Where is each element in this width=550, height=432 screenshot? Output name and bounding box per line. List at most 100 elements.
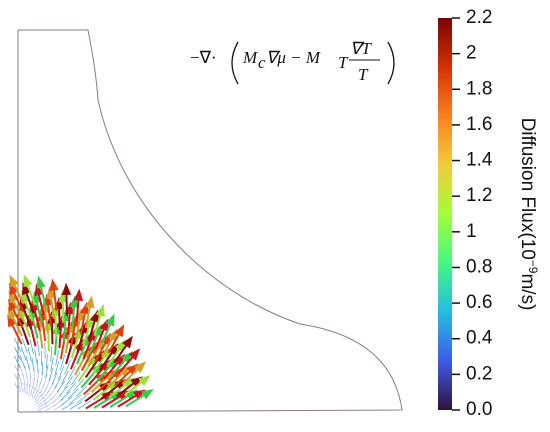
flux-arrow-head [32, 291, 42, 305]
formula: −∇· M c ∇μ − M T ∇T T [190, 39, 395, 85]
flux-arrow-shaft [69, 401, 83, 410]
flux-arrow-shaft [47, 381, 55, 393]
flux-arrow-shaft [37, 405, 48, 412]
flux-arrow-shaft [45, 364, 49, 378]
flux-arrow-shaft [55, 350, 59, 366]
tick-label: 0.8 [466, 256, 492, 277]
flux-arrow-head [114, 324, 125, 338]
label-text: Diffusion Flux(10 [517, 118, 538, 260]
flux-arrow-head [43, 293, 53, 307]
flux-arrow-shaft [66, 382, 77, 394]
flux-arrow-shaft [60, 354, 66, 370]
formula-num: ∇T [350, 39, 372, 58]
flux-arrow-shaft [21, 338, 28, 353]
flux-arrow-head [46, 285, 56, 299]
flux-arrow-shaft [14, 337, 22, 353]
flux-arrow-shaft [61, 396, 73, 406]
flux-arrow-shaft [53, 403, 65, 411]
formula-sub: c [258, 53, 266, 72]
flux-arrow-shaft [77, 392, 90, 403]
flux-arrow-head [34, 283, 44, 297]
flux-arrow-shaft [36, 396, 44, 406]
tick-label: 0.6 [466, 292, 492, 313]
flux-arrow-shaft [58, 385, 69, 397]
flux-arrow-shaft [14, 364, 21, 377]
flux-arrow-shaft [29, 338, 34, 355]
flux-arrow-shaft [52, 393, 63, 403]
flux-arrow-shaft [31, 357, 35, 371]
flux-arrow-shaft [30, 386, 33, 397]
flux-arrow-shaft [27, 347, 32, 362]
paren [387, 41, 395, 85]
flux-arrow-head [9, 274, 19, 288]
flux-arrow-head [134, 361, 147, 374]
flux-arrow-shaft [53, 398, 64, 407]
flux-arrow-shaft [28, 365, 32, 379]
flux-arrow-shaft [69, 394, 82, 405]
flux-arrow-shaft [48, 367, 54, 381]
flux-arrow-shaft [67, 388, 79, 399]
flux-arrow-shaft [28, 384, 31, 396]
flux-arrow-shaft [73, 378, 85, 391]
flux-arrow-shaft [49, 385, 58, 396]
flux-arrow-head [85, 295, 95, 309]
flux-arrow-shaft [23, 382, 26, 394]
flux-arrow-shaft [19, 364, 24, 377]
flux-arrow-shaft [51, 371, 58, 385]
flux-arrow-shaft [64, 376, 73, 389]
flux-arrow-shaft [75, 385, 88, 397]
flux-arrow-head [105, 313, 115, 327]
flux-arrow-shaft [54, 361, 60, 376]
formula-sub: T [338, 53, 349, 72]
flux-arrow-shaft [20, 346, 27, 361]
flux-arrow-shaft [37, 399, 46, 408]
tick-label: 1.4 [466, 150, 493, 171]
flux-arrow-shaft [45, 353, 48, 369]
flux-arrow-shaft [56, 380, 66, 393]
flux-arrow-head [61, 282, 72, 296]
flux-arrow-shaft [61, 370, 69, 384]
flux-arrow-shaft [68, 365, 76, 380]
tick-label: 2.2 [466, 7, 492, 28]
flux-arrow-head [95, 303, 105, 317]
flux-arrow-head [36, 275, 46, 289]
flux-arrow-shaft [77, 400, 92, 410]
flux-arrow-shaft [14, 373, 20, 385]
flux-arrow-shaft [35, 394, 43, 404]
flux-arrow-shaft [14, 382, 20, 393]
flux-arrow-head [58, 289, 68, 303]
flux-arrow-shaft [17, 382, 22, 393]
tick-label: 1.2 [466, 185, 492, 206]
flux-arrow-shaft [34, 391, 41, 402]
flux-arrow-shaft [60, 391, 71, 401]
colorbar-label: Diffusion Flux(10−9m/s) [517, 118, 540, 311]
tick-label: 0.0 [466, 399, 492, 420]
flux-arrow-shaft [45, 377, 52, 390]
flux-arrow-shaft [50, 346, 53, 362]
tick-label: 0.2 [466, 363, 492, 384]
flux-arrow-shaft [54, 375, 62, 389]
flux-arrow-shaft [43, 374, 48, 387]
tick-label: 1 [466, 221, 477, 242]
flux-arrow-head [138, 374, 151, 387]
flux-arrow-head [43, 318, 53, 331]
flux-arrow-shaft [58, 365, 65, 380]
flux-arrow-shaft [25, 356, 30, 370]
formula-den: T [358, 65, 369, 84]
paren [231, 41, 239, 85]
flux-arrow-head [107, 328, 118, 342]
flux-arrow-shaft [20, 382, 24, 393]
colorbar-ticks: 0.0 0.2 0.4 0.6 0.8 1 1.2 1.4 1.6 1.8 2 2.2 [452, 7, 493, 420]
flux-arrow-shaft [61, 402, 74, 410]
flux-arrow-shaft [20, 355, 26, 369]
flux-arrow-shaft [71, 371, 81, 385]
flux-arrow-shaft [14, 346, 22, 361]
tick-label: 1.6 [466, 114, 492, 135]
formula-term: M [242, 48, 258, 67]
flux-arrow-shaft [31, 387, 36, 398]
tick-label: 2 [466, 43, 477, 64]
colorbar [438, 18, 452, 410]
flux-arrow-shaft [14, 355, 21, 369]
flux-arrow-shaft [41, 361, 44, 376]
